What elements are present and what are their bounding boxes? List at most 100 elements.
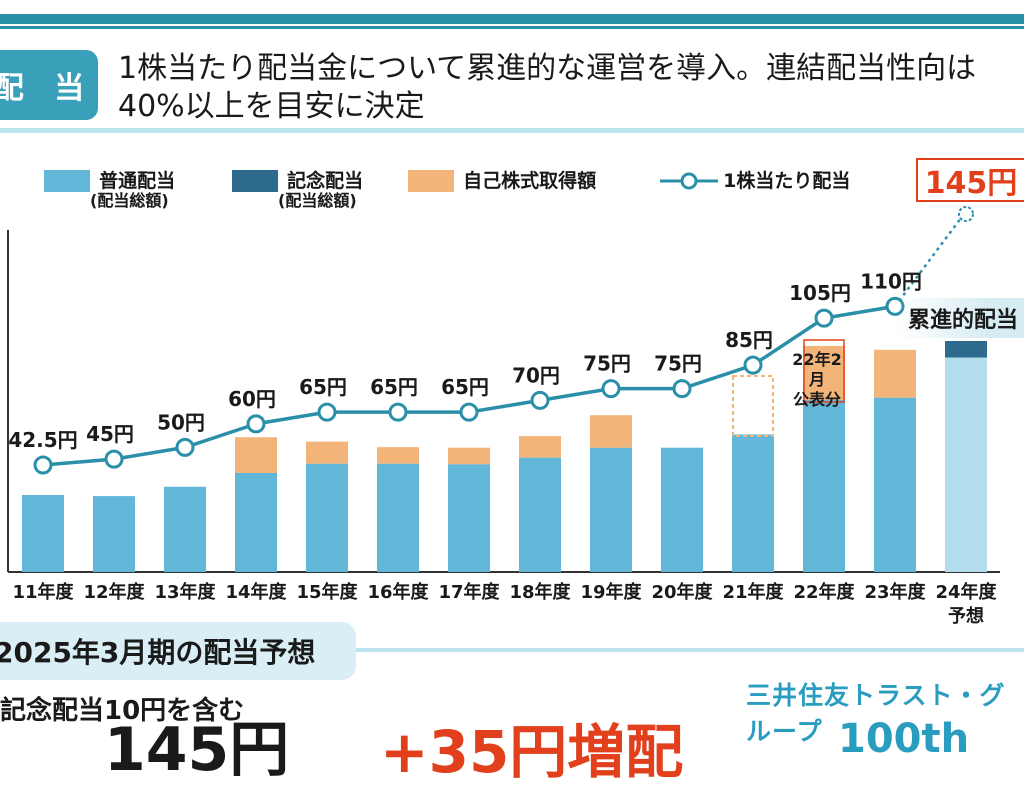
bar-ordinary	[732, 434, 774, 572]
legend-sub-ordinary: (配当総額)	[90, 191, 169, 210]
dps-point	[814, 308, 834, 328]
dividend-chart: 11年度 12年度 13年度 14年度 15年度 16年度 17年度 18年度 19年度 20年度…	[7, 206, 1000, 627]
x-tick-label: 20年度	[651, 581, 713, 603]
x-tick-sublabel: 予想	[948, 605, 984, 627]
bar-buyback	[448, 447, 490, 465]
dps-label: 65円	[299, 375, 347, 399]
x-tick-label: 11年度	[12, 581, 74, 603]
dps-point	[743, 355, 763, 375]
chart-axes	[7, 230, 1000, 573]
bar-ordinary	[306, 463, 348, 572]
legend-label-buyback: 自己株式取得額	[463, 170, 597, 192]
legend-buyback: 自己株式取得額	[408, 170, 596, 192]
bar-buyback	[590, 415, 632, 448]
dps-point	[33, 455, 53, 475]
legend-swatch-commemorative	[232, 170, 278, 192]
dps-point	[530, 390, 550, 410]
legend-label-commemorative: 記念配当	[287, 170, 364, 192]
bar-ordinary	[590, 447, 632, 572]
dps-label: 45円	[86, 422, 134, 446]
bar-commemorative	[945, 341, 987, 358]
forecast-title: 2025年3月期の配当予想	[0, 622, 356, 680]
announcement-box	[803, 339, 845, 403]
dps-point	[958, 206, 974, 222]
x-tick-label: 18年度	[509, 581, 571, 603]
dps-label: 75円	[583, 352, 631, 376]
legend-label-dps: 1株当たり配当	[723, 170, 851, 192]
legend-sub-commemorative: (配当総額)	[278, 191, 357, 210]
headline: 1株当たり配当金について累進的な運営を導入。連結配当性向は 40%以上を目安に決…	[118, 50, 1024, 126]
x-tick-label: 22年度	[793, 581, 855, 603]
bar-ordinary	[93, 496, 135, 572]
bar-buyback	[377, 447, 419, 464]
labels: 11年度 12年度 13年度 14年度 15年度 16年度 17年度 18年度 19年度 20年度…	[8, 269, 997, 627]
dps-point	[104, 449, 124, 469]
legend-swatch-ordinary	[44, 170, 90, 192]
dps-label: 50円	[157, 410, 205, 434]
dps-point	[317, 402, 337, 422]
dps-label: 65円	[441, 375, 489, 399]
bar-ordinary	[519, 457, 561, 572]
bar-ordinary	[235, 473, 277, 572]
bars	[22, 339, 987, 572]
dps-point	[175, 437, 195, 457]
dps-label: 65円	[370, 375, 418, 399]
dps-point	[459, 402, 479, 422]
x-tick-label: 15年度	[296, 581, 358, 603]
x-tick-label: 17年度	[438, 581, 500, 603]
bar-ordinary	[945, 357, 987, 572]
legend-swatch-buyback	[408, 170, 454, 192]
x-tick-label: 24年度	[935, 581, 997, 603]
headline-line-2: 40%以上を目安に決定	[118, 89, 425, 124]
brand-logo-text: 三井住友トラスト・グループ	[746, 681, 1006, 746]
anniversary-mark: 100th	[838, 716, 970, 762]
dps-label: 85円	[725, 328, 773, 352]
dps-point	[388, 402, 408, 422]
bar-ordinary	[22, 495, 64, 572]
bar-buyback	[306, 441, 348, 464]
dps-line	[33, 206, 974, 475]
dps-point	[672, 379, 692, 399]
dps-label: 70円	[512, 363, 560, 387]
forecast-increase: +35円増配	[380, 718, 684, 786]
bar-buyback	[235, 437, 277, 473]
bar-buyback	[803, 345, 845, 400]
forecast-divider	[0, 648, 1024, 652]
bar-ordinary	[874, 397, 916, 572]
bar-ordinary	[164, 486, 206, 572]
dps-label: 60円	[228, 387, 276, 411]
legend-commemorative: 記念配当 (配当総額)	[232, 170, 363, 210]
x-tick-label: 23年度	[864, 581, 926, 603]
section-badge: 配 当	[0, 50, 98, 120]
header-rule	[0, 26, 1024, 29]
x-tick-label: 21年度	[722, 581, 784, 603]
x-tick-label: 16年度	[367, 581, 429, 603]
legend-swatch-dps	[660, 172, 718, 190]
bar-buyback	[874, 349, 916, 398]
announcement-note: 22年2月 公表分	[788, 350, 846, 410]
dps-point	[246, 414, 266, 434]
dps-label: 75円	[654, 352, 702, 376]
progressive-dividend-label: 累進的配当	[898, 298, 1024, 338]
bar-ordinary	[377, 463, 419, 572]
x-tick-label: 19年度	[580, 581, 642, 603]
announcement-note-line-1: 22年2月	[792, 350, 842, 389]
dps-label: 110円	[860, 269, 922, 293]
bar-ordinary	[661, 447, 703, 572]
dps-forecast-line	[893, 213, 966, 308]
announcement-note-line-2: 公表分	[792, 390, 841, 409]
bar-buyback-planned	[732, 375, 774, 437]
legend-label-ordinary: 普通配当	[99, 170, 176, 192]
header-band	[0, 14, 1024, 24]
x-tick-label: 14年度	[225, 581, 287, 603]
bar-ordinary	[803, 399, 845, 572]
dps-point	[601, 379, 621, 399]
legend-ordinary: 普通配当 (配当総額)	[44, 170, 175, 210]
dps-label: 105円	[789, 281, 851, 305]
section-divider	[0, 128, 1024, 133]
dps-label: 42.5円	[8, 428, 77, 452]
x-tick-label: 12年度	[83, 581, 145, 603]
headline-line-1: 1株当たり配当金について累進的な運営を導入。連結配当性向は	[118, 51, 977, 86]
forecast-dps-callout: 145円	[916, 158, 1024, 202]
legend-dps: 1株当たり配当	[660, 170, 850, 192]
